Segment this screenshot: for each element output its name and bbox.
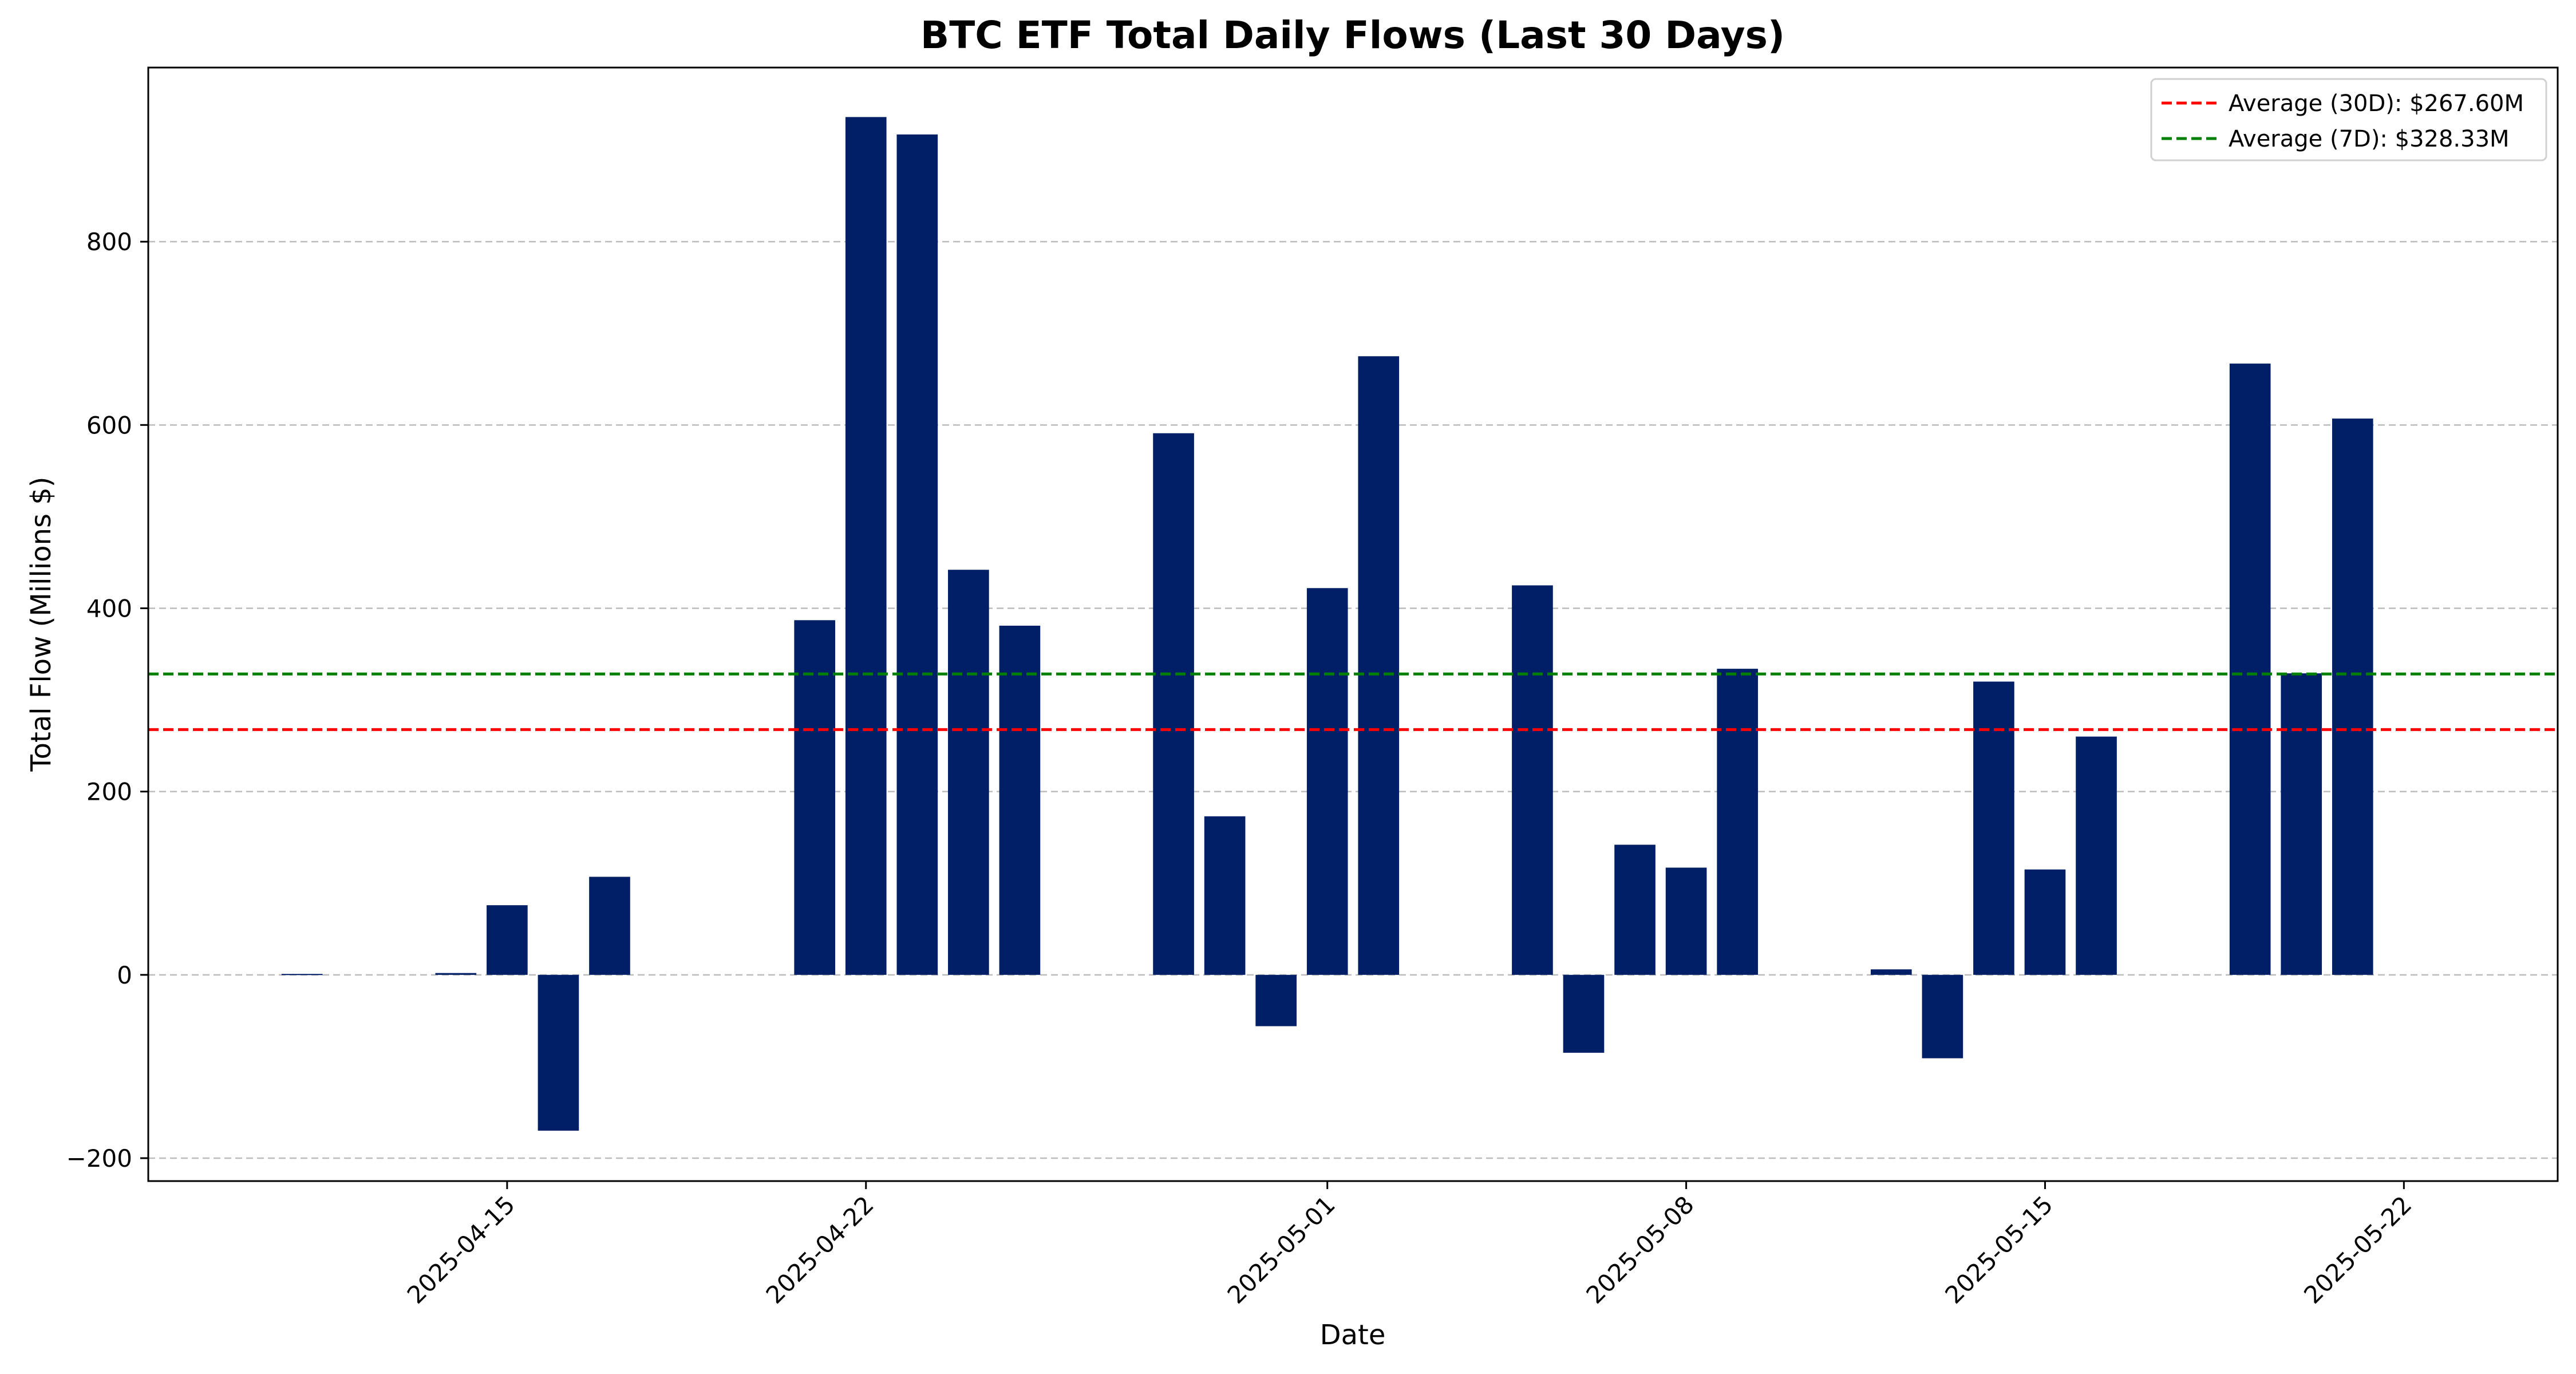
bar — [487, 905, 528, 975]
bar — [1922, 974, 1963, 1059]
bar — [435, 973, 477, 975]
bar — [2024, 869, 2066, 975]
bar — [1204, 816, 1246, 975]
bar — [999, 625, 1041, 975]
legend-box — [2150, 78, 2547, 161]
y-tick-label: −200 — [66, 1144, 132, 1172]
bar — [2281, 673, 2322, 975]
bar — [281, 974, 323, 976]
bar — [1358, 356, 1400, 975]
legend: Average (30D): $267.60M Average (7D): $32… — [2150, 78, 2547, 161]
bar — [845, 117, 887, 975]
legend-entry-label: Average (30D): $267.60M — [2229, 90, 2524, 117]
y-tick-label: 800 — [86, 228, 132, 256]
bar — [948, 570, 989, 975]
y-tick-label: 0 — [117, 961, 132, 989]
bar — [1255, 974, 1297, 1026]
bar — [1870, 969, 1912, 975]
bar — [589, 876, 630, 975]
bar — [1153, 433, 1194, 975]
bar — [1973, 681, 2014, 975]
legend-entry-label: Average (7D): $328.33M — [2229, 126, 2510, 152]
y-axis-label: Total Flow (Millions $) — [25, 477, 57, 772]
bar — [794, 620, 836, 975]
bar — [1717, 669, 1758, 975]
chart-title: BTC ETF Total Daily Flows (Last 30 Days) — [920, 13, 1785, 57]
y-tick-label: 600 — [86, 411, 132, 439]
bar — [1614, 844, 1656, 975]
bar — [538, 974, 579, 1131]
y-tick-label: 200 — [86, 778, 132, 806]
y-axis: −200 0 200 400 600 800 — [66, 228, 148, 1172]
bar — [896, 134, 938, 975]
y-tick-label: 400 — [86, 594, 132, 622]
bar — [2229, 364, 2271, 975]
grid-lines — [148, 240, 2558, 1159]
bar — [1306, 588, 1348, 975]
bar — [2332, 418, 2373, 975]
x-axis-label: Date — [1320, 1319, 1386, 1351]
bar — [1512, 585, 1553, 975]
bar — [1563, 974, 1605, 1053]
plot-frame — [147, 66, 2559, 1182]
bar — [1665, 867, 1707, 975]
bar — [2076, 736, 2117, 975]
